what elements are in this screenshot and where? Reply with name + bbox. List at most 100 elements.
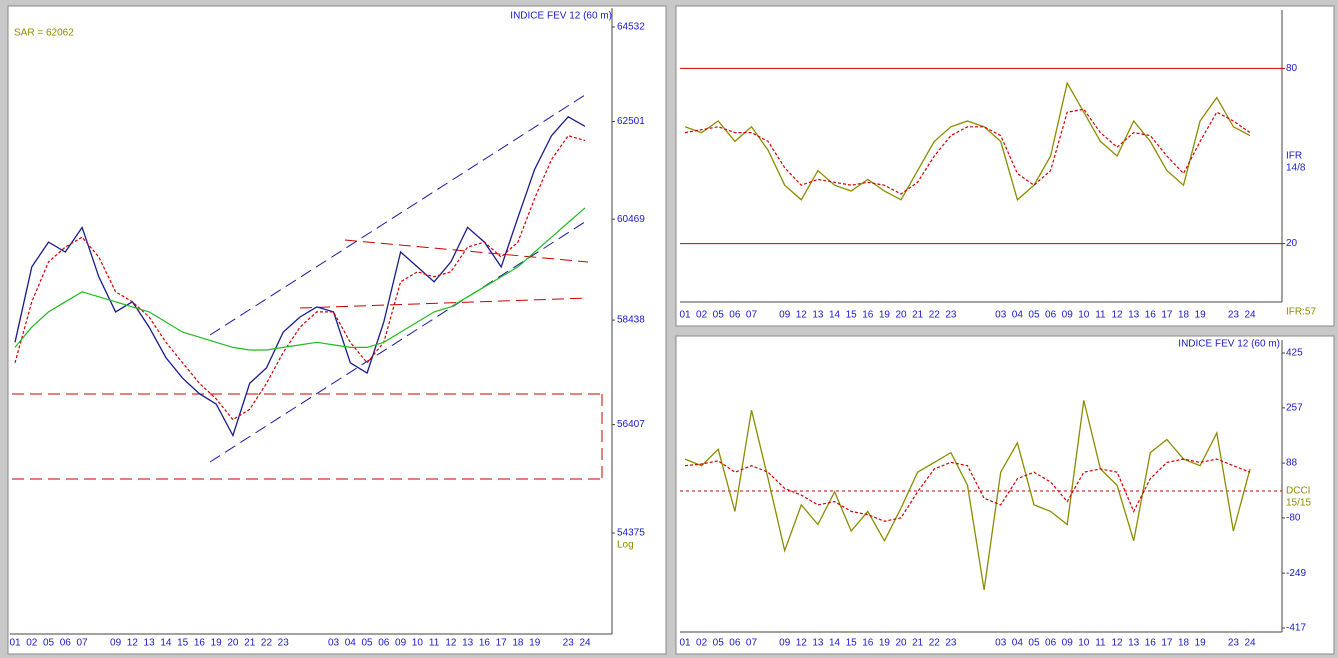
x-tick-label: 02 — [696, 638, 708, 649]
y-tick-label: 56407 — [617, 419, 645, 430]
x-tick-label: 19 — [1195, 310, 1207, 321]
x-tick-label: 16 — [1145, 310, 1157, 321]
x-tick-label: 12 — [796, 638, 808, 649]
x-tick-label: 05 — [1028, 310, 1040, 321]
y-tick-label: 88 — [1286, 458, 1298, 469]
x-tick-label: 01 — [679, 310, 691, 321]
x-tick-label: 10 — [412, 638, 424, 649]
sar-label: SAR = 62062 — [14, 28, 74, 39]
x-tick-label: 05 — [43, 638, 55, 649]
x-tick-label: 16 — [194, 638, 206, 649]
x-tick-label: 14 — [829, 638, 841, 649]
y-tick-label: -417 — [1286, 623, 1306, 634]
x-tick-label: 22 — [929, 310, 941, 321]
x-tick-label: 23 — [945, 638, 957, 649]
x-tick-label: 19 — [879, 310, 891, 321]
x-tick-label: 24 — [1244, 310, 1256, 321]
y-tick-label: 425 — [1286, 348, 1303, 359]
x-tick-label: 12 — [1111, 310, 1123, 321]
x-tick-label: 04 — [1012, 638, 1024, 649]
x-tick-label: 24 — [579, 638, 591, 649]
x-tick-label: 12 — [796, 310, 808, 321]
x-tick-label: 06 — [729, 638, 741, 649]
scale-label: Log — [617, 540, 634, 551]
y-tick-label: 64532 — [617, 22, 645, 33]
x-tick-label: 13 — [462, 638, 474, 649]
x-tick-label: 10 — [1078, 310, 1090, 321]
x-tick-label: 02 — [696, 310, 708, 321]
x-tick-label: 15 — [846, 638, 858, 649]
x-tick-label: 13 — [144, 638, 156, 649]
x-tick-label: 13 — [1128, 310, 1140, 321]
panel-ifr — [675, 5, 1335, 327]
x-tick-label: 20 — [227, 638, 239, 649]
indicator-label: DCCI — [1286, 486, 1310, 497]
series-line — [14, 207, 586, 351]
x-tick-label: 20 — [895, 638, 907, 649]
x-tick-label: 09 — [1062, 310, 1074, 321]
channel-line — [209, 219, 589, 463]
y-tick-label: -80 — [1286, 513, 1301, 524]
indicator-label: IFR — [1286, 151, 1302, 162]
x-tick-label: 23 — [278, 638, 290, 649]
x-tick-label: 12 — [127, 638, 139, 649]
x-tick-label: 09 — [779, 638, 791, 649]
x-tick-label: 02 — [26, 638, 38, 649]
y-tick-label: 20 — [1286, 238, 1298, 249]
y-tick-label: 58438 — [617, 315, 645, 326]
x-tick-label: 17 — [496, 638, 508, 649]
x-tick-label: 18 — [512, 638, 524, 649]
x-tick-label: 09 — [110, 638, 122, 649]
x-tick-label: 09 — [779, 310, 791, 321]
x-tick-label: 13 — [812, 638, 824, 649]
x-tick-label: 05 — [713, 638, 725, 649]
x-tick-label: 05 — [1028, 638, 1040, 649]
x-tick-label: 04 — [1012, 310, 1024, 321]
y-tick-label: 62501 — [617, 116, 645, 127]
x-tick-label: 05 — [713, 310, 725, 321]
x-tick-label: 19 — [211, 638, 223, 649]
channel-line — [209, 94, 586, 336]
x-tick-label: 18 — [1178, 310, 1190, 321]
x-tick-label: 06 — [60, 638, 72, 649]
x-tick-label: 23 — [1228, 310, 1240, 321]
x-tick-label: 19 — [529, 638, 541, 649]
chart-title: INDICE FEV 12 (60 m) — [510, 11, 612, 22]
x-tick-label: 23 — [563, 638, 575, 649]
x-tick-label: 07 — [76, 638, 88, 649]
x-tick-label: 06 — [729, 310, 741, 321]
x-tick-label: 11 — [429, 638, 440, 649]
x-tick-label: 09 — [395, 638, 407, 649]
x-tick-label: 06 — [1045, 310, 1057, 321]
x-tick-label: 23 — [945, 310, 957, 321]
series-line — [684, 400, 1251, 590]
readout: IFR:57 — [1286, 307, 1316, 318]
x-tick-label: 14 — [160, 638, 172, 649]
x-tick-label: 06 — [378, 638, 390, 649]
series-line — [684, 458, 1251, 522]
x-tick-label: 12 — [1111, 638, 1123, 649]
indicator-params: 14/8 — [1286, 163, 1306, 174]
x-tick-label: 10 — [1078, 638, 1090, 649]
indicator-params: 15/15 — [1286, 498, 1311, 509]
x-tick-label: 16 — [862, 310, 874, 321]
x-tick-label: 12 — [445, 638, 457, 649]
x-tick-label: 22 — [929, 638, 941, 649]
x-tick-label: 11 — [1095, 638, 1106, 649]
x-tick-label: 13 — [1128, 638, 1140, 649]
x-tick-label: 21 — [912, 638, 924, 649]
x-tick-label: 18 — [1178, 638, 1190, 649]
x-tick-label: 09 — [1062, 638, 1074, 649]
trend-line — [299, 297, 589, 309]
series-line — [14, 135, 586, 421]
x-tick-label: 23 — [1228, 638, 1240, 649]
x-tick-label: 15 — [177, 638, 189, 649]
x-tick-label: 07 — [746, 310, 758, 321]
panel-cci — [675, 335, 1335, 655]
x-tick-label: 01 — [9, 638, 21, 649]
x-tick-label: 22 — [261, 638, 273, 649]
x-tick-label: 05 — [361, 638, 373, 649]
y-tick-label: 80 — [1286, 63, 1298, 74]
x-tick-label: 11 — [1095, 310, 1106, 321]
